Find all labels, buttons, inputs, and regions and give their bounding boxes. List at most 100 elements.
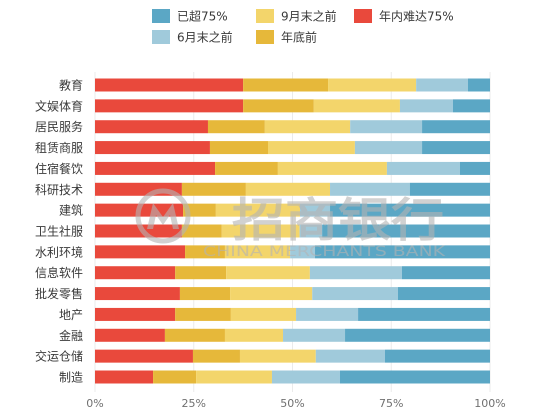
- bar-segment-already-above-75: [467, 78, 490, 92]
- x-tick-label: 75%: [379, 397, 403, 410]
- category-label: 建筑: [59, 203, 83, 218]
- category-label: 教育: [59, 78, 83, 93]
- bar-segment-by-year-end: [209, 141, 269, 155]
- bar-segment-by-end-jun: [290, 245, 316, 259]
- legend-label: 6月末之前: [177, 30, 233, 45]
- bar-segment-already-above-75: [397, 287, 490, 301]
- bar-segment-by-end-sep: [268, 141, 355, 155]
- bar-segment-by-end-jun: [271, 370, 340, 384]
- bar-segment-by-year-end: [192, 349, 240, 363]
- bar-segment-already-above-75: [459, 161, 490, 175]
- bar-segment-unlikely-this-year: [95, 120, 208, 134]
- bar-segment-by-year-end: [215, 161, 278, 175]
- legend-item-unlikely-this-year: 年内难达75%: [354, 9, 454, 24]
- bar-segment-unlikely-this-year: [95, 224, 182, 238]
- bar-segment-already-above-75: [422, 120, 490, 134]
- bank-logo-icon: [135, 188, 191, 244]
- x-tick-label: 0%: [86, 397, 103, 410]
- bar-segment-unlikely-this-year: [95, 78, 244, 92]
- bar-segment-by-end-sep: [230, 287, 313, 301]
- bar-segment-by-end-jun: [312, 287, 398, 301]
- x-tick-label: 25%: [182, 397, 206, 410]
- bar-segment-by-end-jun: [309, 266, 402, 280]
- bar-segment-by-end-jun: [399, 99, 453, 113]
- x-tick-label: 50%: [280, 397, 304, 410]
- category-label: 水利环境: [35, 244, 83, 259]
- legend-item-by-end-sep: 9月末之前: [256, 9, 337, 24]
- bar-segment-already-above-75: [330, 203, 490, 217]
- legend-swatch: [256, 9, 274, 23]
- watermark-bank-name-en: CHINA MERCHANTS BANK: [203, 244, 446, 260]
- bar-segment-by-end-sep: [313, 99, 400, 113]
- watermark-bank-name: 招商银行: [232, 193, 444, 247]
- bar-segment-by-end-sep: [277, 161, 387, 175]
- bar-segment-unlikely-this-year: [95, 161, 216, 175]
- bar-segment-unlikely-this-year: [95, 287, 180, 301]
- bar-segment-by-end-jun: [330, 182, 410, 196]
- bar-segment-by-year-end: [183, 203, 216, 217]
- bar-segment-by-year-end: [243, 78, 329, 92]
- bar-segment-by-end-jun: [416, 78, 468, 92]
- legend-label: 已超75%: [177, 9, 228, 24]
- bar-segment-by-year-end: [175, 307, 231, 321]
- value-axis: 0% 25% 50% 75% 100%: [86, 397, 505, 410]
- bar-segment-already-above-75: [384, 349, 490, 363]
- legend-swatch: [152, 9, 170, 23]
- legend-label: 9月末之前: [281, 9, 337, 24]
- bar-segment-by-end-jun: [299, 224, 323, 238]
- category-axis: 教育文娱体育居民服务租赁商服住宿餐饮科研技术建筑卫生社服水利环境信息软件批发零售…: [35, 78, 83, 385]
- legend-item-by-end-jun: 6月末之前: [152, 30, 233, 45]
- bar-segment-by-year-end: [181, 182, 246, 196]
- bar-segment-already-above-75: [322, 224, 490, 238]
- bar-segment-by-year-end: [243, 99, 314, 113]
- legend-swatch: [152, 30, 170, 44]
- legend-label: 年内难达75%: [379, 10, 454, 24]
- watermark: 招商银行 CHINA MERCHANTS BANK: [135, 188, 446, 260]
- bar-segment-by-end-sep: [215, 203, 301, 217]
- bar-segment-already-above-75: [339, 370, 490, 384]
- bar-segment-by-end-jun: [350, 120, 423, 134]
- bar-segment-already-above-75: [422, 141, 490, 155]
- x-tick-label: 100%: [474, 397, 505, 410]
- bar-segment-by-end-jun: [386, 161, 460, 175]
- legend-item-already-above-75: 已超75%: [152, 9, 228, 24]
- category-label: 制造: [59, 371, 83, 385]
- bar-segment-by-end-sep: [239, 349, 316, 363]
- bar-segment-by-end-jun: [315, 349, 385, 363]
- category-label: 卫生社服: [35, 224, 83, 239]
- bar-segment-unlikely-this-year: [95, 266, 176, 280]
- legend: 已超75% 9月末之前 年内难达75% 6月末之前 年底前: [152, 9, 454, 45]
- bar-segment-already-above-75: [345, 328, 490, 342]
- category-label: 信息软件: [35, 265, 83, 280]
- bar-segment-by-end-sep: [328, 78, 417, 92]
- bar-segment-by-end-sep: [196, 370, 272, 384]
- category-label: 住宿餐饮: [35, 161, 83, 176]
- bar-segment-already-above-75: [315, 245, 490, 259]
- bar-segment-by-end-sep: [221, 224, 300, 238]
- category-label: 科研技术: [35, 183, 83, 197]
- category-label: 居民服务: [35, 119, 83, 134]
- bars: [95, 78, 490, 384]
- bar-segment-unlikely-this-year: [95, 245, 186, 259]
- bar-segment-by-year-end: [164, 328, 225, 342]
- legend-swatch: [354, 9, 372, 23]
- bar-segment-unlikely-this-year: [95, 370, 154, 384]
- bar-segment-by-year-end: [153, 370, 197, 384]
- bar-segment-by-end-sep: [224, 245, 291, 259]
- legend-swatch: [256, 30, 274, 44]
- bar-segment-already-above-75: [409, 182, 490, 196]
- bar-segment-by-end-sep: [245, 182, 331, 196]
- bar-segment-unlikely-this-year: [95, 349, 193, 363]
- category-label: 金融: [59, 328, 83, 343]
- bar-segment-by-end-sep: [226, 266, 310, 280]
- bar-segment-by-end-sep: [230, 307, 297, 321]
- bar-segment-unlikely-this-year: [95, 141, 210, 155]
- bar-segment-by-end-jun: [354, 141, 423, 155]
- bar-segment-unlikely-this-year: [95, 307, 176, 321]
- category-label: 批发零售: [35, 286, 83, 301]
- bar-segment-already-above-75: [358, 307, 490, 321]
- category-label: 文娱体育: [35, 98, 83, 113]
- legend-item-by-year-end: 年底前: [256, 30, 317, 45]
- category-label: 租赁商服: [35, 140, 83, 155]
